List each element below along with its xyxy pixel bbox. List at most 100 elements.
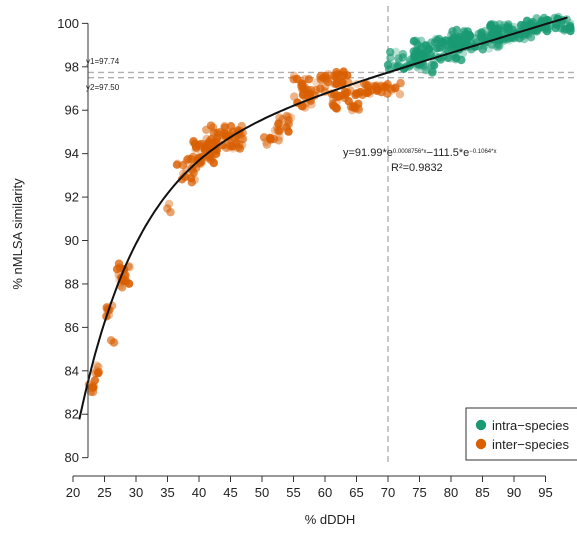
y-tick-label: 100	[57, 16, 79, 31]
x-tick-label: 40	[192, 485, 206, 500]
r-squared: R²=0.9832	[391, 162, 443, 174]
data-point-inter	[396, 78, 405, 88]
data-point-inter	[238, 134, 248, 144]
data-point-inter	[331, 104, 341, 113]
data-point-intra	[451, 55, 460, 64]
annotations: y1=97.74 y2=97.50 y=91.99*e0.0008756*x−1…	[10, 57, 496, 527]
data-point-intra	[386, 47, 395, 57]
data-point-inter	[353, 89, 363, 98]
data-point-intra	[557, 19, 566, 28]
data-point-inter	[265, 133, 274, 142]
fit-curve-layer	[78, 16, 568, 420]
data-point-inter	[297, 79, 306, 88]
data-point-intra	[398, 49, 408, 59]
legend-marker-intra	[475, 419, 487, 431]
data-point-inter	[212, 134, 222, 144]
data-point-inter	[190, 175, 199, 184]
data-point-inter	[333, 93, 343, 102]
data-point-inter	[92, 361, 101, 370]
data-point-inter	[363, 88, 372, 98]
x-tick-label: 25	[97, 485, 111, 500]
data-point-inter	[391, 84, 400, 93]
data-point-inter	[238, 140, 247, 150]
data-point-inter	[118, 283, 127, 292]
data-point-intra	[447, 40, 456, 49]
legend: intra−species inter−species	[465, 407, 577, 461]
y-tick-label: 88	[65, 276, 79, 291]
fit-equation: y=91.99*e0.0008756*x−111.5*e−0.1064*x	[343, 147, 496, 159]
data-point-intra	[414, 47, 423, 56]
data-point-inter	[220, 123, 229, 132]
y-tick-label: 98	[65, 59, 79, 74]
data-point-inter	[191, 145, 200, 154]
x-tick-label: 35	[160, 485, 174, 500]
data-point-intra	[421, 41, 430, 50]
data-point-inter	[188, 152, 198, 162]
y-tick-label: 90	[65, 233, 79, 248]
data-point-intra	[414, 44, 423, 54]
data-point-inter	[361, 80, 371, 89]
x-tick-label: 75	[412, 485, 426, 500]
data-point-inter	[307, 100, 316, 109]
data-point-inter	[89, 381, 98, 390]
x-tick-label: 20	[66, 485, 80, 500]
data-point-inter	[274, 119, 283, 128]
data-point-inter	[348, 103, 358, 112]
data-point-inter	[124, 279, 134, 288]
data-point-inter	[323, 74, 332, 84]
x-tick-label: 70	[381, 485, 395, 500]
data-point-inter	[202, 125, 211, 134]
data-point-intra	[409, 37, 419, 46]
data-point-intra	[427, 60, 436, 70]
data-point-intra	[532, 27, 541, 36]
data-point-intra	[447, 30, 456, 40]
x-tick-label: 30	[129, 485, 143, 500]
data-point-inter	[114, 259, 124, 268]
y-tick-label: 86	[65, 320, 79, 335]
x-tick-label: 90	[507, 485, 521, 500]
data-point-intra	[390, 61, 399, 70]
data-point-intra	[551, 23, 560, 33]
data-point-inter	[190, 139, 200, 148]
data-point-intra	[565, 21, 575, 31]
y-tick-label: 92	[65, 190, 79, 205]
data-point-inter	[354, 105, 364, 114]
legend-marker-inter	[475, 438, 487, 450]
data-point-inter	[225, 141, 235, 150]
data-point-inter	[304, 75, 313, 84]
eq-prefix: y=91.99*e	[343, 147, 393, 159]
y2-label: y2=97.50	[86, 83, 120, 92]
data-point-intra	[422, 66, 432, 75]
data-point-inter	[234, 143, 243, 152]
x-tick-label: 60	[318, 485, 332, 500]
y-tick-label: 94	[65, 146, 79, 161]
data-point-inter	[320, 82, 330, 92]
data-point-intra	[526, 33, 536, 42]
eq-exp1: 0.0008756*x	[393, 149, 427, 155]
data-point-intra	[509, 22, 518, 32]
data-point-inter	[182, 166, 191, 175]
data-point-inter	[380, 83, 389, 92]
data-point-inter	[280, 122, 290, 132]
x-tick-label: 85	[475, 485, 489, 500]
data-point-inter	[282, 122, 291, 132]
data-point-inter	[172, 160, 182, 169]
data-point-inter	[94, 367, 104, 377]
data-point-inter	[214, 131, 223, 140]
legend-label-inter: inter−species	[492, 437, 569, 452]
data-point-inter	[346, 86, 355, 95]
x-tick-label: 80	[444, 485, 458, 500]
data-point-intra	[446, 54, 455, 63]
y-tick-label: 84	[65, 363, 79, 378]
data-point-intra	[522, 16, 532, 25]
y-tick-label: 82	[65, 407, 79, 422]
data-point-inter	[262, 140, 272, 149]
data-point-intra	[542, 27, 552, 36]
data-point-inter	[228, 144, 238, 153]
data-point-intra	[494, 24, 503, 33]
data-point-inter	[201, 144, 210, 153]
data-point-inter	[173, 159, 182, 168]
eq-middle: −111.5*e	[427, 147, 470, 159]
